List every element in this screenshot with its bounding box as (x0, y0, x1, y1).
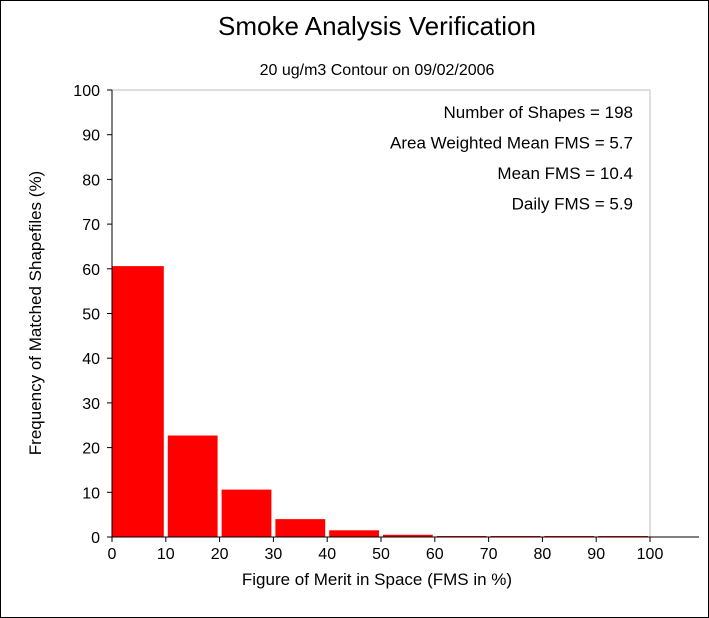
x-tick-label: 60 (426, 546, 444, 563)
y-tick-label: 20 (82, 441, 100, 458)
stats-annotations: Number of Shapes = 198 Area Weighted Mean… (390, 103, 633, 214)
y-ticks-group: 0 10 20 30 40 50 60 70 80 90 100 (73, 83, 112, 547)
x-tick-label: 80 (534, 546, 552, 563)
histogram-bar (167, 435, 218, 537)
y-tick-label: 90 (82, 128, 100, 145)
stats-annotation-line: Number of Shapes = 198 (444, 103, 633, 122)
y-tick-label: 100 (73, 83, 100, 100)
y-tick-label: 70 (82, 217, 100, 234)
bars-group (112, 266, 648, 537)
histogram-bar (275, 519, 326, 537)
x-ticks-group: 0 10 20 30 40 50 60 70 80 90 100 (108, 537, 664, 563)
histogram-bar (383, 534, 433, 537)
chart-subtitle: 20 ug/m3 Contour on 09/02/2006 (260, 62, 495, 79)
x-tick-label: 100 (637, 546, 664, 563)
stats-annotation-line: Daily FMS = 5.9 (512, 195, 633, 214)
y-tick-label: 30 (82, 396, 100, 413)
x-tick-label: 90 (587, 546, 605, 563)
stats-annotation-line: Mean FMS = 10.4 (497, 164, 633, 183)
stats-annotation-line: Area Weighted Mean FMS = 5.7 (390, 134, 633, 153)
chart-title: Smoke Analysis Verification (218, 11, 536, 41)
y-tick-label: 40 (82, 351, 100, 368)
x-tick-label: 50 (372, 546, 390, 563)
y-axis-label: Frequency of Matched Shapefiles (%) (26, 171, 45, 455)
histogram-bar (329, 530, 379, 537)
x-tick-label: 70 (480, 546, 498, 563)
y-tick-label: 0 (91, 530, 100, 547)
histogram-bar (112, 266, 164, 537)
y-tick-label: 60 (82, 262, 100, 279)
histogram-bar (221, 489, 272, 537)
x-axis-label: Figure of Merit in Space (FMS in %) (242, 570, 512, 589)
y-tick-label: 10 (82, 485, 100, 502)
x-tick-label: 0 (108, 546, 117, 563)
y-tick-label: 80 (82, 172, 100, 189)
y-tick-label: 50 (82, 307, 100, 324)
x-tick-label: 10 (157, 546, 175, 563)
x-tick-label: 40 (318, 546, 336, 563)
x-tick-label: 30 (265, 546, 283, 563)
x-tick-label: 20 (211, 546, 229, 563)
